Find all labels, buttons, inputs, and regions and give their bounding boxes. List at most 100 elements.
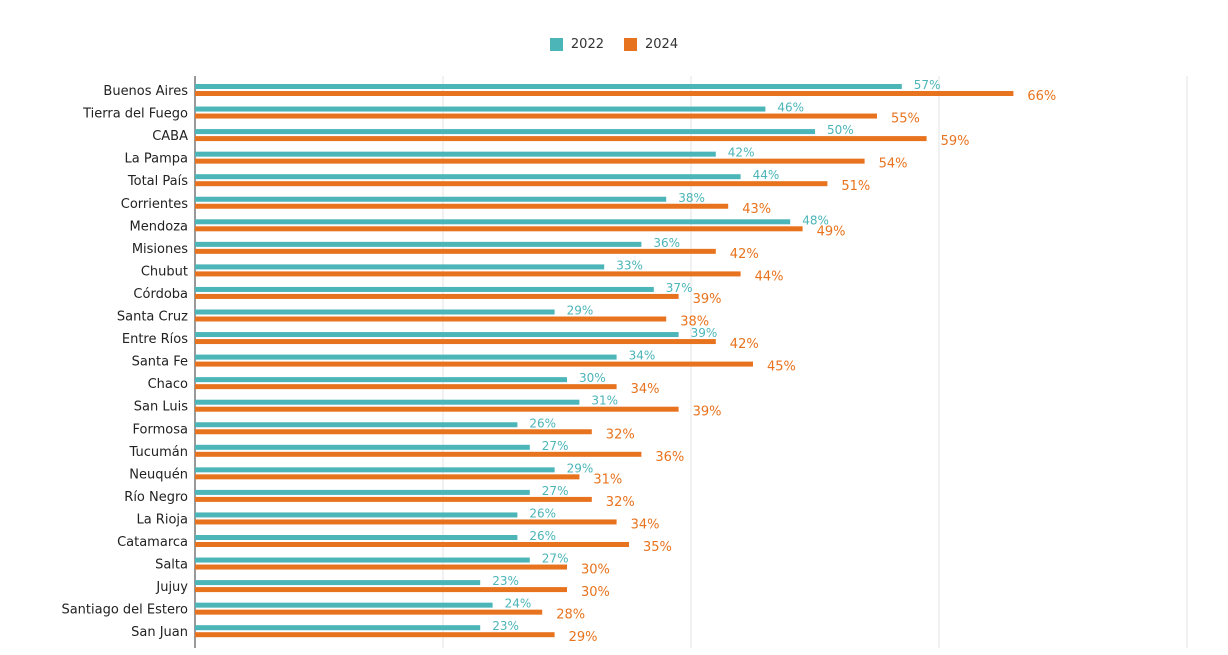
data-label-2024: 29% <box>569 630 598 645</box>
bar-2024[interactable] <box>195 406 679 412</box>
bar-2024[interactable] <box>195 226 803 232</box>
bar-2024[interactable] <box>195 181 828 187</box>
bar-2024[interactable] <box>195 564 567 570</box>
bar-2022[interactable] <box>195 422 518 428</box>
bar-2022[interactable] <box>195 84 902 89</box>
bar-2022[interactable] <box>195 354 617 360</box>
legend-label-2024: 2024 <box>645 36 679 52</box>
bar-2024[interactable] <box>195 203 729 209</box>
category-label: Chaco <box>148 377 188 392</box>
bar-2024[interactable] <box>195 136 927 142</box>
bar-2024[interactable] <box>195 519 617 525</box>
bar-2024[interactable] <box>195 496 592 502</box>
bar-2022[interactable] <box>195 241 642 247</box>
category-label: San Juan <box>131 625 188 640</box>
category-label: Jujuy <box>155 580 188 595</box>
labels: Buenos Aires 57% 66% Tierra del Fuego 46% 55%… <box>61 78 1056 645</box>
bar-2022[interactable] <box>195 399 580 405</box>
bar-2022[interactable] <box>195 580 481 586</box>
bar-2022[interactable] <box>195 535 518 540</box>
data-label-2022: 48% <box>802 213 829 227</box>
bar-2022[interactable] <box>195 219 791 225</box>
category-label: Neuquén <box>129 467 188 482</box>
category-label: Buenos Aires <box>103 84 188 99</box>
bar-2024[interactable] <box>195 384 617 390</box>
data-label-2024: 31% <box>593 472 622 487</box>
data-label-2024: 42% <box>730 337 759 352</box>
bar-2022[interactable] <box>195 196 667 202</box>
data-label-2022: 31% <box>591 394 618 408</box>
data-label-2022: 46% <box>777 101 804 115</box>
data-label-2022: 29% <box>567 461 594 475</box>
bar-2022[interactable] <box>195 602 493 608</box>
category-label: Chubut <box>141 264 188 279</box>
bar-2024[interactable] <box>195 248 716 254</box>
bar-2024[interactable] <box>195 429 592 435</box>
bar-2024[interactable] <box>195 587 567 593</box>
data-label-2022: 30% <box>579 371 606 385</box>
bar-2022[interactable] <box>195 332 679 338</box>
bar-2024[interactable] <box>195 632 555 638</box>
bar-2022[interactable] <box>195 286 654 292</box>
bars <box>195 84 1014 638</box>
data-label-2022: 33% <box>616 258 643 272</box>
chart-legend: 2022 2024 <box>0 34 1228 54</box>
bar-2022[interactable] <box>195 174 741 180</box>
data-label-2024: 43% <box>742 202 771 217</box>
data-label-2022: 38% <box>678 191 705 205</box>
data-label-2024: 39% <box>693 405 722 420</box>
data-label-2024: 45% <box>767 360 796 375</box>
data-label-2022: 27% <box>542 439 569 453</box>
legend-item-2022[interactable]: 2022 <box>549 37 604 52</box>
bar-2024[interactable] <box>195 542 629 547</box>
data-label-2022: 50% <box>827 123 854 137</box>
bar-2022[interactable] <box>195 625 481 631</box>
bar-2024[interactable] <box>195 361 753 367</box>
data-label-2022: 27% <box>542 552 569 566</box>
legend-item-2024[interactable]: 2024 <box>624 37 678 52</box>
bar-2022[interactable] <box>195 106 766 112</box>
data-label-2024: 44% <box>755 269 784 284</box>
data-label-2024: 51% <box>841 179 870 194</box>
category-label: CABA <box>152 129 188 144</box>
bar-2024[interactable] <box>195 271 741 277</box>
bar-2024[interactable] <box>195 158 865 164</box>
bar-2024[interactable] <box>195 293 679 299</box>
category-label: Tucumán <box>129 445 188 460</box>
bar-2024[interactable] <box>195 91 1014 96</box>
bar-2024[interactable] <box>195 474 580 480</box>
bar-2022[interactable] <box>195 377 567 383</box>
data-label-2024: 30% <box>581 563 610 578</box>
data-label-2024: 42% <box>730 247 759 262</box>
data-label-2022: 26% <box>529 506 556 520</box>
data-label-2022: 26% <box>529 529 556 543</box>
bar-2022[interactable] <box>195 309 555 315</box>
category-label: Total País <box>127 174 188 189</box>
bar-2022[interactable] <box>195 467 555 473</box>
bar-2022[interactable] <box>195 512 518 518</box>
category-label: Santiago del Estero <box>61 603 188 618</box>
category-label: Catamarca <box>117 535 188 550</box>
bar-2022[interactable] <box>195 129 815 135</box>
category-label: La Pampa <box>125 152 188 167</box>
category-label: Entre Ríos <box>122 332 188 347</box>
bar-2022[interactable] <box>195 489 530 495</box>
bar-2024[interactable] <box>195 609 543 615</box>
data-label-2024: 38% <box>680 315 709 330</box>
data-label-2024: 28% <box>556 608 585 623</box>
bar-2024[interactable] <box>195 451 642 457</box>
data-label-2022: 36% <box>653 236 680 250</box>
legend-swatch-2024 <box>624 37 637 51</box>
data-label-2024: 34% <box>631 517 660 532</box>
bar-2022[interactable] <box>195 557 530 563</box>
category-label: Santa Cruz <box>117 310 188 325</box>
bar-2024[interactable] <box>195 316 667 322</box>
bar-2022[interactable] <box>195 151 716 157</box>
bar-2022[interactable] <box>195 444 530 450</box>
bar-2024[interactable] <box>195 339 716 345</box>
bar-2022[interactable] <box>195 264 605 270</box>
bar-2024[interactable] <box>195 113 877 119</box>
category-label: Misiones <box>132 242 188 257</box>
data-label-2022: 42% <box>728 146 755 160</box>
data-label-2022: 39% <box>691 326 718 340</box>
